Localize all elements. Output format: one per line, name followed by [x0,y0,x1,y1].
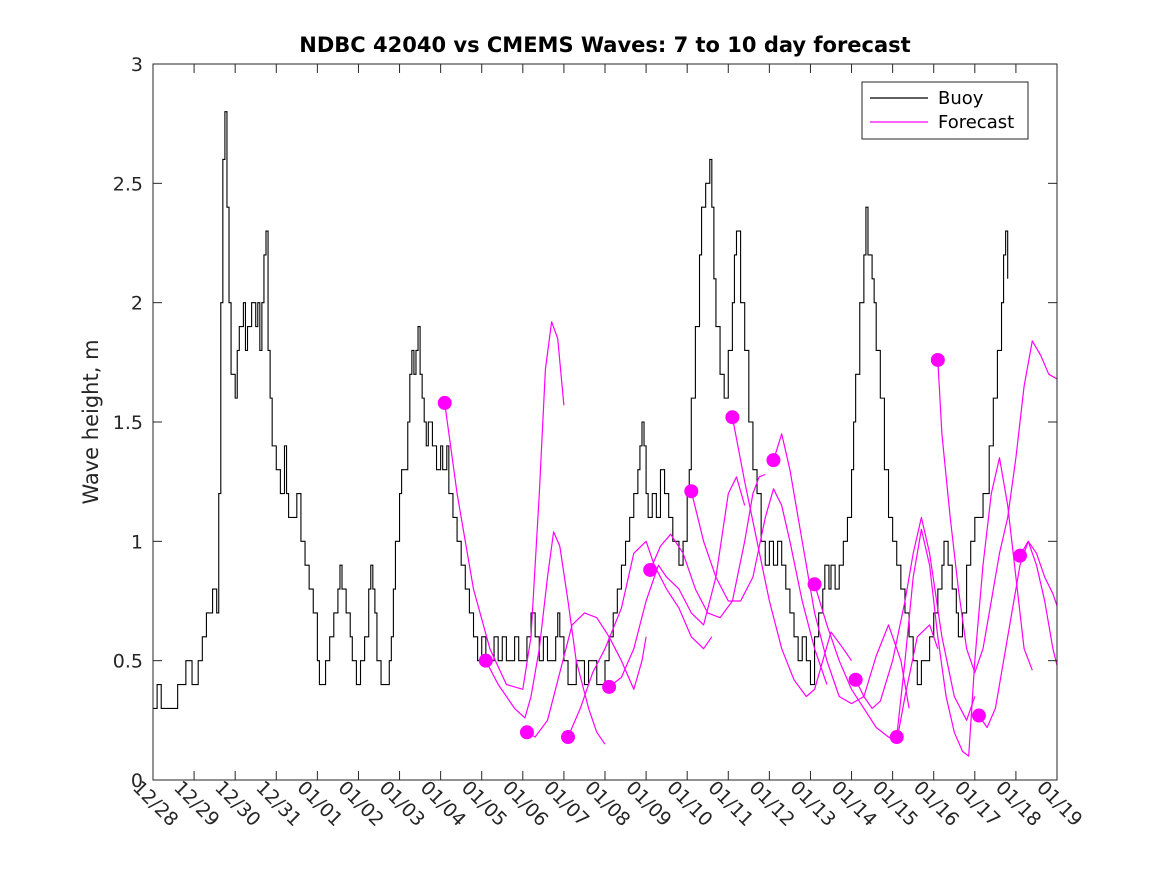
forecast-marker-6 [684,484,699,499]
marker-layer [437,352,1028,745]
y-tick-label: 1.5 [113,412,143,434]
forecast-marker-13 [971,708,986,723]
forecast-marker-8 [766,453,781,468]
forecast-marker-10 [848,672,863,687]
forecast-marker-1 [478,653,493,668]
y-tick-label: 0 [131,770,143,792]
forecast-marker-2 [519,725,534,740]
y-tick-label: 0.5 [113,651,143,673]
x-tick-label: 01/15 [868,777,922,831]
x-tick-label: 01/04 [416,777,470,831]
x-tick-label: 01/16 [909,777,963,831]
x-tick-label: 01/13 [786,777,840,831]
x-tick-label: 01/07 [539,777,593,831]
x-tick-label: 01/10 [662,777,716,831]
y-tick-label: 2.5 [113,173,143,195]
forecast-marker-3 [561,730,576,745]
y-tick-label: 2 [131,293,143,315]
x-tick-label: 12/30 [210,777,264,831]
x-tick-label: 01/17 [950,777,1004,831]
forecast-run-line-5 [649,473,766,619]
forecast-marker-7 [725,410,740,425]
forecast-marker-12 [930,352,945,367]
forecast-run-line-7 [731,417,852,698]
x-tick-label: 01/06 [498,777,552,831]
forecast-run-line-10 [855,516,976,721]
forecast-marker-11 [889,730,904,745]
forecast-run-line-1 [485,531,606,745]
forecast-run-line-3 [567,540,713,738]
legend-label-forecast: Forecast [938,112,1014,133]
legend: Buoy Forecast [861,81,1029,140]
x-tick-label: 01/05 [457,777,511,831]
x-tick-label: 01/11 [703,777,757,831]
x-tick-label: 01/01 [293,777,347,831]
forecast-marker-5 [643,562,658,577]
forecast-marker-9 [807,577,822,592]
forecast-run-line-4 [608,476,746,688]
y-tick-label: 3 [131,54,143,76]
x-tick-label: 01/02 [334,777,388,831]
plot-layer [153,111,1057,757]
forecast-run-line-11 [896,457,1033,757]
forecast-run-line-2 [526,612,647,738]
x-tick-label: 12/31 [251,777,305,831]
x-tick-label: 01/12 [745,777,799,831]
forecast-run-line-0 [444,321,565,690]
forecast-run-line-9 [814,584,939,743]
legend-label-buoy: Buoy [938,88,984,109]
x-tick-label: 01/18 [991,777,1045,831]
forecast-run-line-13 [978,540,1057,729]
y-axis-label: Wave height, m [79,339,103,504]
forecast-run-line-6 [690,488,828,685]
chart-title: NDBC 42040 vs CMEMS Waves: 7 to 10 day f… [299,33,910,57]
x-tick-label: 01/19 [1032,777,1086,831]
x-tick-label: 01/09 [621,777,675,831]
x-tick-label: 01/14 [827,777,881,831]
x-tick-label: 01/03 [375,777,429,831]
forecast-run-line-8 [772,433,910,709]
x-tick-label: 01/08 [580,777,634,831]
forecast-run-line-12 [937,340,1057,674]
buoy-series-line [153,111,1009,709]
y-tick-label: 1 [131,531,143,553]
forecast-marker-14 [1013,548,1028,563]
forecast-run-line-14 [1019,540,1057,666]
forecast-marker-0 [437,395,452,410]
legend-box [861,81,1029,140]
forecast-marker-4 [602,679,617,694]
x-tick-label: 12/29 [169,777,223,831]
series-layer [153,111,1057,757]
